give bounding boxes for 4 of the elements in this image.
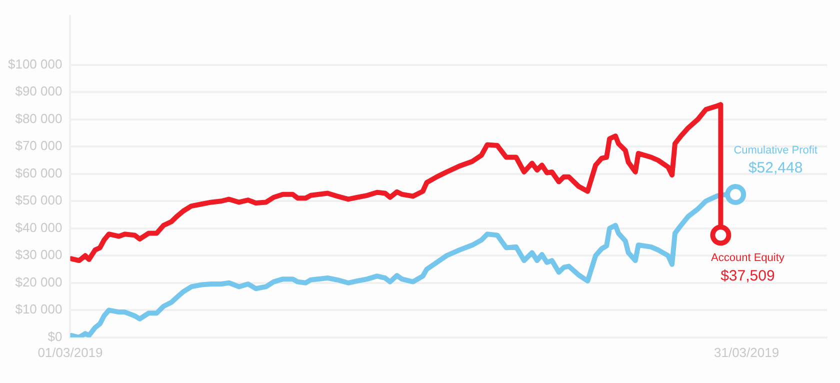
data-label: $52,448 <box>748 160 803 177</box>
text: Cumulative Profit <box>734 144 818 156</box>
series-label: Account Equity <box>711 252 785 264</box>
data-label: $37,509 <box>720 267 775 284</box>
